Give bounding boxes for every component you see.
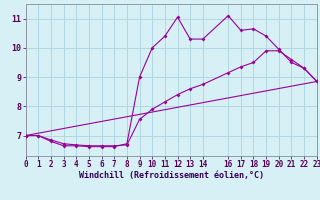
X-axis label: Windchill (Refroidissement éolien,°C): Windchill (Refroidissement éolien,°C) [79,171,264,180]
